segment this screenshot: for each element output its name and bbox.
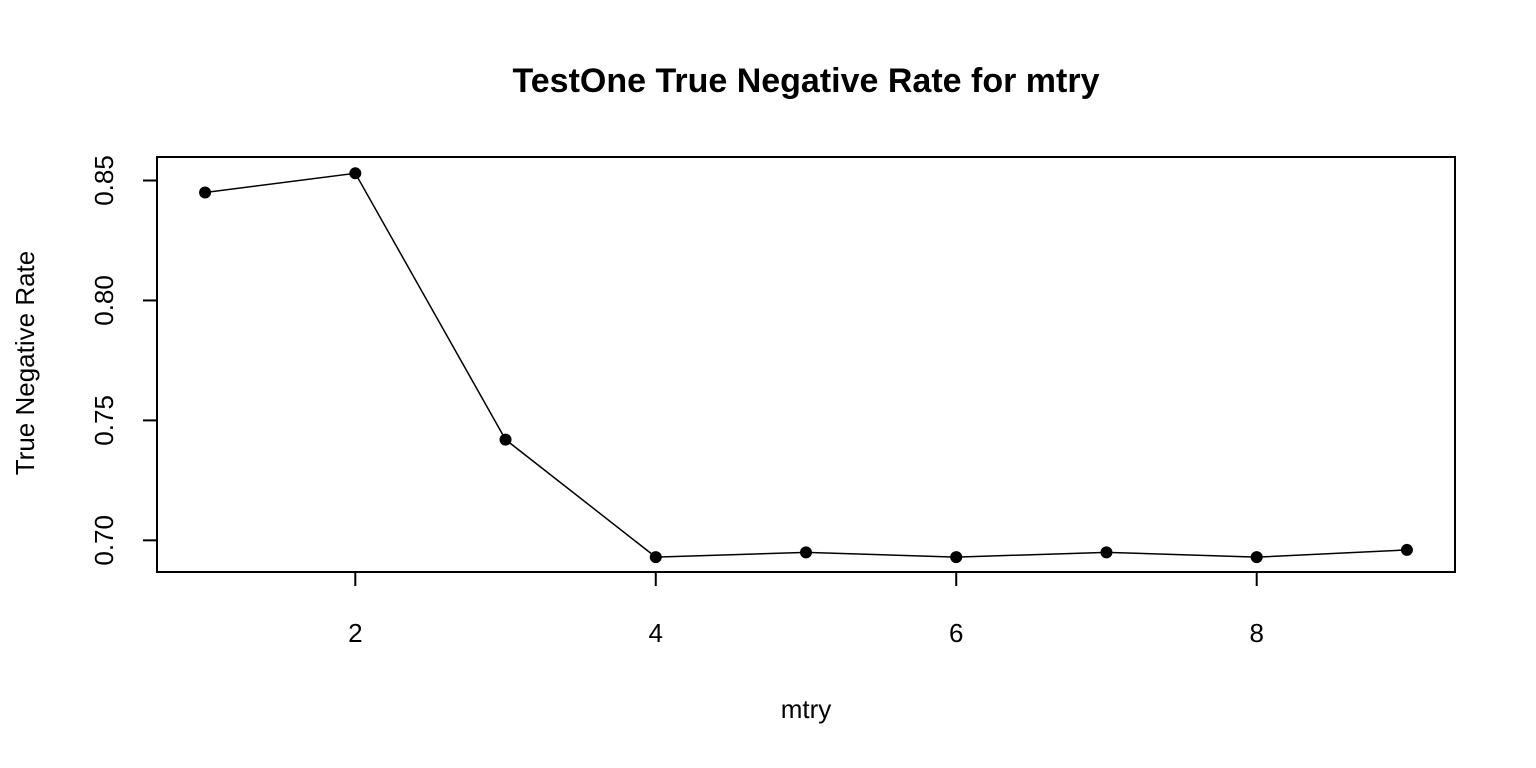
data-point	[950, 551, 963, 564]
data-point	[199, 186, 212, 199]
y-tick-label: 0.85	[89, 155, 119, 206]
x-axis: 2 4 6 8	[348, 571, 1264, 648]
x-axis-label: mtry	[781, 694, 832, 724]
y-tick-label: 0.75	[89, 395, 119, 446]
data-point	[499, 433, 512, 446]
y-axis-label: True Negative Rate	[10, 251, 40, 475]
data-point	[649, 551, 662, 564]
data-point	[1250, 551, 1263, 564]
data-series	[199, 167, 1413, 564]
series-line	[204, 172, 1407, 558]
data-point	[349, 167, 362, 180]
data-point	[1400, 543, 1413, 556]
plot-frame	[156, 156, 1456, 573]
y-axis: 0.70 0.75 0.80 0.85	[89, 155, 157, 566]
data-point	[1100, 546, 1113, 559]
data-point	[800, 546, 812, 559]
x-tick-label: 6	[949, 618, 963, 648]
x-tick-label: 4	[649, 618, 663, 648]
x-tick-label: 8	[1249, 618, 1263, 648]
y-tick-label: 0.70	[89, 515, 119, 566]
x-tick-label: 2	[348, 618, 362, 648]
chart-title: TestOne True Negative Rate for mtry	[513, 62, 1100, 100]
y-tick-label: 0.80	[89, 275, 119, 326]
